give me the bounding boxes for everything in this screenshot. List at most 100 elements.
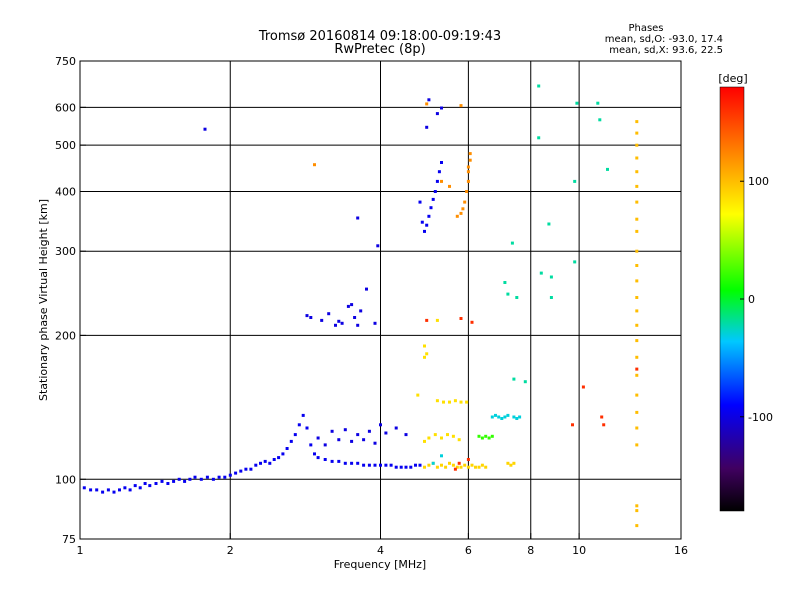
data-point [427,98,431,102]
data-point [455,465,459,469]
data-point [249,467,253,471]
data-point [600,415,604,419]
data-point [490,415,494,419]
y-tick-label: 400 [55,185,76,198]
stats-title: Phases [628,23,663,34]
colorbar-tick-label: 0 [748,293,755,306]
data-point [418,463,422,467]
data-point [409,465,413,469]
data-point [316,436,320,440]
data-point [635,373,639,377]
data-point [373,321,377,325]
data-point [487,436,491,440]
data-point [575,101,579,105]
data-point [468,158,472,162]
data-point [320,318,324,322]
data-point [455,214,459,218]
data-point [573,260,577,264]
y-tick-label: 600 [55,101,76,114]
data-point [635,264,639,267]
data-point [423,439,426,443]
data-point [435,318,439,322]
data-point [89,488,93,492]
data-point [440,161,443,164]
data-point [466,179,470,183]
data-point [309,443,313,447]
data-point [425,318,429,322]
data-point [293,433,297,437]
data-point [573,179,577,183]
data-point [323,458,327,461]
data-point [635,296,639,299]
data-point [334,323,337,327]
data-point [356,433,360,437]
data-point [373,441,377,445]
data-point [323,443,327,447]
data-point [461,207,465,211]
data-point [500,417,504,420]
data-point [188,477,192,481]
data-point [635,120,639,124]
data-point [389,463,393,467]
data-point [211,477,215,481]
data-point [133,484,137,488]
data-point [301,413,305,417]
data-point [340,321,344,325]
data-point [350,303,354,307]
data-point [635,426,639,430]
data-point [327,312,331,316]
data-point [490,434,494,438]
data-point [160,479,164,483]
stats-line-o: mean, sd,O: -93.0, 17.4 [605,34,723,45]
data-point [433,190,437,193]
data-point [148,484,152,488]
axis-ticks: 1 2 4 6 8 10 16 75 100 200 300 400 500 600 750 [55,55,688,557]
data-point [549,275,553,279]
data-point [394,426,398,430]
data-point [635,393,639,397]
data-point [635,249,639,253]
data-point [431,197,435,201]
data-point [523,380,527,384]
data-point [337,319,341,323]
data-point [404,465,408,469]
data-point [309,316,313,319]
data-point [95,488,99,492]
data-point [435,179,439,183]
data-point [635,443,639,447]
data-point [515,296,519,299]
data-point [480,463,484,467]
data-point [477,465,481,469]
data-point [259,461,262,465]
data-point [277,456,281,460]
data-point [423,465,426,469]
data-point [425,223,429,227]
x-tick-label: 8 [527,544,534,557]
data-point [435,112,439,116]
data-point [420,220,424,224]
data-point [547,222,551,226]
data-point [376,244,380,248]
data-point [427,463,431,467]
data-point [477,434,481,438]
data-point [365,287,368,291]
data-point [448,461,451,465]
colorbar-ticks: 100 0 -100 [740,175,773,424]
data-point [470,463,474,467]
data-point [234,471,238,475]
data-point [205,475,209,479]
y-tick-label: 500 [55,139,76,152]
data-point [537,84,541,88]
data-point [598,118,602,122]
data-point [356,216,360,220]
data-point [512,415,516,419]
data-point [272,458,276,461]
data-point [506,292,510,296]
data-point [635,229,639,233]
data-point [154,482,158,485]
data-point [466,170,470,174]
data-point [537,136,541,140]
data-point [457,438,461,442]
data-point [362,438,366,442]
colorbar-label: [deg] [718,72,747,85]
